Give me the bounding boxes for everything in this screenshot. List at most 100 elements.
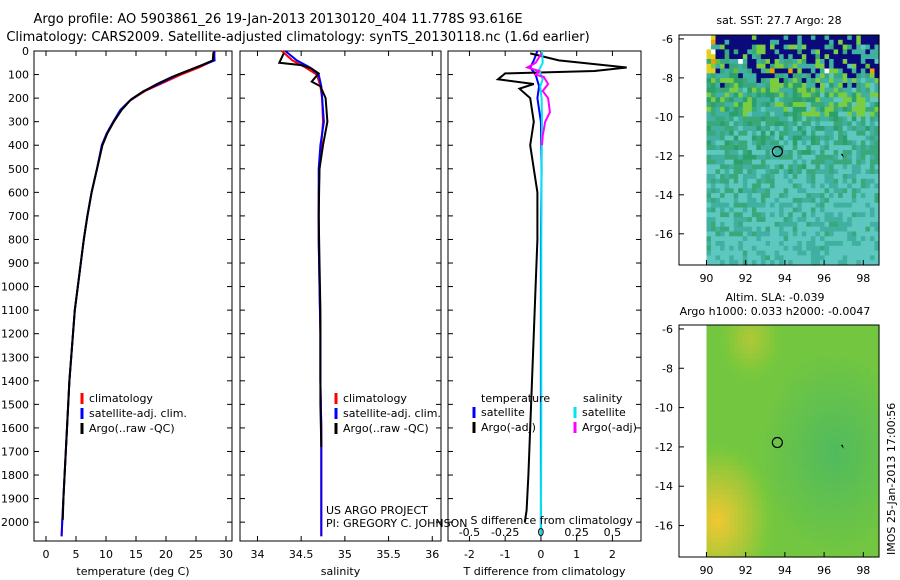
sla_map-cell bbox=[833, 392, 839, 399]
sst_map-cell bbox=[760, 202, 766, 209]
sst_map-cell bbox=[751, 68, 757, 74]
sla_map-cell bbox=[851, 537, 857, 544]
sla_map-cell bbox=[829, 358, 835, 365]
sst_map-cell bbox=[711, 164, 717, 170]
sst_map-cell bbox=[797, 102, 803, 108]
sla_map-cell bbox=[742, 523, 748, 529]
sst_map-cell bbox=[733, 111, 739, 118]
sst_map-cell bbox=[856, 121, 862, 127]
sla_map-cell bbox=[824, 441, 830, 447]
sst_map-cell bbox=[729, 59, 735, 65]
sla_map-cell bbox=[820, 378, 826, 384]
sla_map-cell bbox=[801, 329, 807, 336]
sla_map-cell bbox=[770, 547, 776, 553]
sla_map-cell bbox=[847, 465, 853, 471]
sst_map-cell bbox=[733, 145, 739, 151]
sst_map-cell bbox=[797, 241, 803, 247]
sst_map-cell bbox=[711, 188, 717, 194]
sst_map-cell bbox=[824, 97, 830, 103]
sla_map-cell bbox=[756, 363, 762, 370]
sla_map-cell bbox=[851, 441, 857, 447]
sla_map-cell bbox=[715, 378, 721, 384]
sla_map-cell bbox=[874, 445, 880, 452]
sla_map-cell bbox=[810, 523, 816, 529]
sst_map-cell bbox=[747, 106, 753, 113]
sla_map-cell bbox=[756, 537, 762, 544]
sst_map-cell bbox=[842, 245, 848, 252]
sst_map-cell bbox=[779, 164, 785, 170]
sla_map-cell bbox=[765, 552, 771, 558]
sst_map-cell bbox=[715, 49, 721, 55]
sst_map-cell bbox=[847, 126, 853, 132]
sla_map-cell bbox=[842, 445, 848, 452]
sst_map-cell bbox=[874, 82, 880, 89]
sst_map-cell bbox=[729, 97, 735, 103]
sla_map-cell bbox=[783, 508, 789, 515]
sst_map-cell bbox=[747, 92, 753, 98]
sst_map-cell bbox=[742, 255, 748, 261]
sla_map-cell bbox=[783, 363, 789, 370]
sst_map-cell bbox=[860, 68, 866, 74]
sst_map-cell bbox=[783, 54, 789, 60]
sst_map-ytick-label: -14 bbox=[655, 189, 673, 202]
sst_map-ytick-label: -16 bbox=[655, 228, 673, 241]
sla_map-cell bbox=[733, 329, 739, 336]
sla_map-cell bbox=[706, 334, 712, 341]
sla_map-cell bbox=[783, 354, 789, 360]
sla_map-cell bbox=[838, 392, 844, 399]
sst_map-cell bbox=[711, 226, 717, 233]
sla_map-cell bbox=[751, 421, 757, 428]
sst_map-cell bbox=[856, 145, 862, 151]
sla_map-cell bbox=[815, 373, 821, 379]
sla_map-cell bbox=[742, 416, 748, 423]
sla_map-cell bbox=[756, 358, 762, 365]
sla_map-cell bbox=[788, 494, 794, 500]
sst_map-cell bbox=[729, 183, 735, 189]
sst_map-cell bbox=[770, 226, 776, 233]
sst_map-cell bbox=[779, 245, 785, 252]
sla_map-cell bbox=[724, 532, 730, 539]
salinity-diff-tick-label: -0.5 bbox=[459, 526, 480, 539]
sst_map-cell bbox=[733, 44, 739, 50]
sst_map-cell bbox=[869, 164, 875, 170]
sla_map-cell bbox=[751, 445, 757, 452]
sst_map-cell bbox=[833, 193, 839, 199]
sla_map-cell bbox=[756, 397, 762, 403]
sst_map-cell bbox=[806, 197, 812, 204]
sla_map-cell bbox=[842, 479, 848, 486]
sst_map-cell bbox=[842, 154, 848, 161]
sst_map-cell bbox=[801, 135, 807, 141]
sst_map-cell bbox=[760, 217, 766, 223]
sst_map-cell bbox=[865, 174, 871, 180]
sst_map-cell bbox=[847, 202, 853, 209]
temperature-xtick-label: 10 bbox=[99, 548, 113, 561]
sst_map-cell bbox=[792, 250, 798, 256]
sla_map-cell bbox=[797, 373, 803, 379]
sst_map-cell bbox=[829, 255, 835, 261]
sla_map-cell bbox=[779, 344, 785, 350]
sla_map-cell bbox=[842, 499, 848, 505]
sla_map-cell bbox=[860, 499, 866, 505]
sla_map-cell bbox=[842, 474, 848, 481]
sla_map-cell bbox=[860, 445, 866, 452]
sla_map-cell bbox=[770, 325, 776, 331]
sla_map-cell bbox=[801, 397, 807, 403]
sst_map-cell bbox=[747, 44, 753, 50]
sla_map-cell bbox=[792, 387, 798, 394]
sst_map-cell bbox=[770, 97, 776, 103]
sst_map-cell bbox=[810, 121, 816, 127]
sst_map-cell bbox=[797, 35, 803, 41]
sla_map-cell bbox=[788, 329, 794, 336]
sla_map-cell bbox=[751, 552, 757, 558]
sst-map-title: sat. SST: 27.7 Argo: 28 bbox=[716, 14, 841, 27]
sst_map-cell bbox=[874, 126, 880, 132]
sst_map-cell bbox=[810, 202, 816, 209]
sst_map-cell bbox=[865, 49, 871, 55]
sst_map-cell bbox=[729, 150, 735, 156]
sla_map-cell bbox=[724, 412, 730, 418]
sla_map-cell bbox=[815, 537, 821, 544]
sst_map-cell bbox=[779, 59, 785, 65]
sla_map-cell bbox=[810, 518, 816, 524]
sla_map-cell bbox=[820, 489, 826, 495]
sst_map-cell bbox=[765, 250, 771, 256]
